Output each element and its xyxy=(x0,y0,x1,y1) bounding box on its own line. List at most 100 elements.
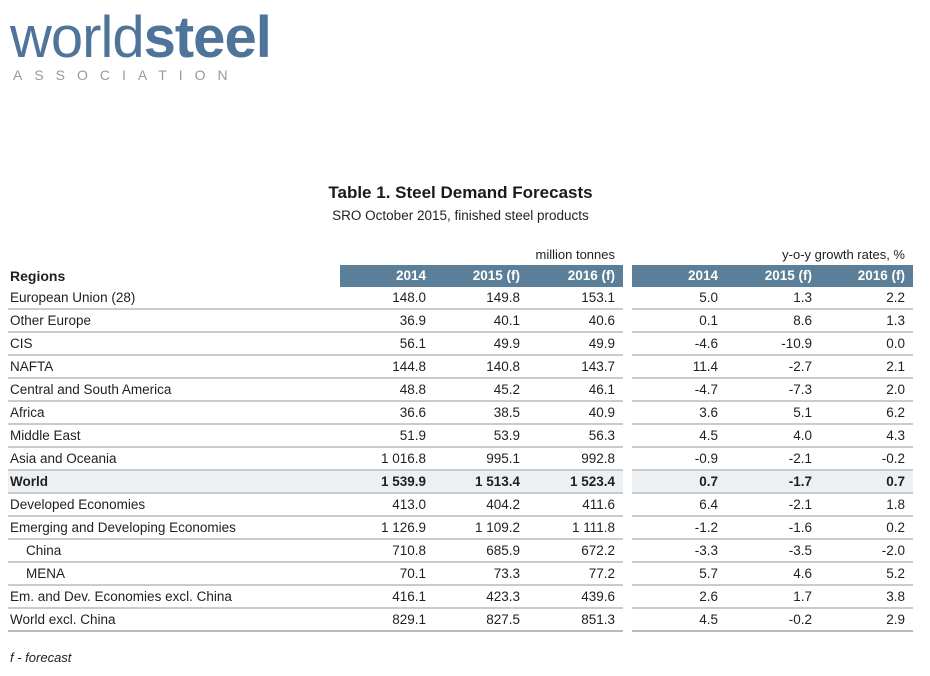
growth-cell: 2.0 xyxy=(820,379,913,402)
tonnes-cell: 36.6 xyxy=(340,402,434,425)
row-gap xyxy=(623,494,632,517)
row-gap xyxy=(623,448,632,471)
region-cell: European Union (28) xyxy=(8,287,340,310)
title-block: Table 1. Steel Demand Forecasts SRO Octo… xyxy=(8,183,913,223)
region-cell: China xyxy=(8,540,340,563)
growth-cell: 1.3 xyxy=(820,310,913,333)
growth-cell: -1.2 xyxy=(632,517,726,540)
table-row: Africa 36.6 38.5 40.9 3.6 5.1 6.2 xyxy=(8,402,913,425)
tonnes-cell: 153.1 xyxy=(528,287,623,310)
table-body: European Union (28) 148.0 149.8 153.1 5.0 1.3… xyxy=(8,287,913,632)
row-gap xyxy=(623,471,632,494)
tonnes-cell: 1 539.9 xyxy=(340,471,434,494)
tonnes-cell: 38.5 xyxy=(434,402,528,425)
region-cell: Emerging and Developing Economies xyxy=(8,517,340,540)
tonnes-cell: 143.7 xyxy=(528,356,623,379)
growth-cell: -0.2 xyxy=(820,448,913,471)
header-gap xyxy=(623,265,632,287)
tonnes-cell: 49.9 xyxy=(434,333,528,356)
table-subtitle: SRO October 2015, finished steel product… xyxy=(332,208,589,223)
logo-word-steel: steel xyxy=(143,5,272,70)
growth-cell: -3.5 xyxy=(726,540,820,563)
growth-cell: -2.1 xyxy=(726,494,820,517)
table-row: NAFTA 144.8 140.8 143.7 11.4 -2.7 2.1 xyxy=(8,356,913,379)
tonnes-cell: 1 111.8 xyxy=(528,517,623,540)
tonnes-cell: 1 016.8 xyxy=(340,448,434,471)
table-row: Asia and Oceania 1 016.8 995.1 992.8 -0.9 -2.… xyxy=(8,448,913,471)
growth-cell: 0.7 xyxy=(820,471,913,494)
tonnes-cell: 144.8 xyxy=(340,356,434,379)
row-gap xyxy=(623,402,632,425)
table-row: Other Europe 36.9 40.1 40.6 0.1 8.6 1.3 xyxy=(8,310,913,333)
growth-cell: 5.7 xyxy=(632,563,726,586)
growth-cell: 0.2 xyxy=(820,517,913,540)
tonnes-cell: 413.0 xyxy=(340,494,434,517)
growth-cell: 4.5 xyxy=(632,425,726,448)
group-label-spacer xyxy=(8,245,340,264)
tonnes-cell: 416.1 xyxy=(340,586,434,609)
tonnes-cell: 710.8 xyxy=(340,540,434,563)
row-gap xyxy=(623,356,632,379)
logo-word-world: world xyxy=(10,5,145,70)
tonnes-cell: 51.9 xyxy=(340,425,434,448)
tonnes-cell: 829.1 xyxy=(340,609,434,632)
table-row: Developed Economies 413.0 404.2 411.6 6.4 -2.… xyxy=(8,494,913,517)
growth-cell: -1.6 xyxy=(726,517,820,540)
growth-cell: -4.7 xyxy=(632,379,726,402)
growth-cell: -2.0 xyxy=(820,540,913,563)
table-row: World excl. China 829.1 827.5 851.3 4.5 -0.2 2… xyxy=(8,609,913,632)
row-gap xyxy=(623,586,632,609)
growth-cell: 4.5 xyxy=(632,609,726,632)
table-row: CIS 56.1 49.9 49.9 -4.6 -10.9 0.0 xyxy=(8,333,913,356)
region-cell: Em. and Dev. Economies excl. China xyxy=(8,586,340,609)
tonnes-cell: 439.6 xyxy=(528,586,623,609)
table-row: European Union (28) 148.0 149.8 153.1 5.0 1.3… xyxy=(8,287,913,310)
region-cell: World xyxy=(8,471,340,494)
group-label-growth-rates: y-o-y growth rates, % xyxy=(782,247,905,262)
col-header-growth-2016f: 2016 (f) xyxy=(820,265,913,287)
tonnes-cell: 140.8 xyxy=(434,356,528,379)
tonnes-cell: 995.1 xyxy=(434,448,528,471)
tonnes-cell: 411.6 xyxy=(528,494,623,517)
col-header-tonnes-2014: 2014 xyxy=(340,265,434,287)
tonnes-cell: 1 109.2 xyxy=(434,517,528,540)
row-gap xyxy=(623,563,632,586)
growth-cell: 0.7 xyxy=(632,471,726,494)
steel-demand-forecasts-table: million tonnes y-o-y growth rates, % Reg… xyxy=(8,245,913,632)
table-column-headers-row: Regions 2014 2015 (f) 2016 (f) 2014 2015 (f)… xyxy=(8,265,913,287)
region-cell: Other Europe xyxy=(8,310,340,333)
region-cell: Asia and Oceania xyxy=(8,448,340,471)
growth-cell: 2.9 xyxy=(820,609,913,632)
growth-cell: -2.1 xyxy=(726,448,820,471)
col-header-growth-2014: 2014 xyxy=(632,265,726,287)
region-cell: Africa xyxy=(8,402,340,425)
group-gap xyxy=(623,245,632,264)
growth-cell: 4.0 xyxy=(726,425,820,448)
tonnes-cell: 827.5 xyxy=(434,609,528,632)
growth-cell: 6.4 xyxy=(632,494,726,517)
region-cell: CIS xyxy=(8,333,340,356)
group-label-million-tonnes: million tonnes xyxy=(535,247,616,262)
tonnes-cell: 53.9 xyxy=(434,425,528,448)
tonnes-cell: 70.1 xyxy=(340,563,434,586)
tonnes-cell: 49.9 xyxy=(528,333,623,356)
tonnes-cell: 77.2 xyxy=(528,563,623,586)
tonnes-cell: 73.3 xyxy=(434,563,528,586)
growth-cell: -4.6 xyxy=(632,333,726,356)
row-gap xyxy=(623,287,632,310)
growth-cell: 2.2 xyxy=(820,287,913,310)
growth-cell: 8.6 xyxy=(726,310,820,333)
region-cell: MENA xyxy=(8,563,340,586)
tonnes-cell: 404.2 xyxy=(434,494,528,517)
growth-cell: -1.7 xyxy=(726,471,820,494)
growth-cell: 11.4 xyxy=(632,356,726,379)
row-gap xyxy=(623,425,632,448)
col-header-tonnes-2015f: 2015 (f) xyxy=(434,265,528,287)
regions-column-header: Regions xyxy=(10,268,66,284)
logo-association-text: ASSOCIATION xyxy=(13,67,240,83)
growth-cell: -0.2 xyxy=(726,609,820,632)
growth-cell: -10.9 xyxy=(726,333,820,356)
growth-cell: -3.3 xyxy=(632,540,726,563)
region-cell: Developed Economies xyxy=(8,494,340,517)
tonnes-cell: 992.8 xyxy=(528,448,623,471)
